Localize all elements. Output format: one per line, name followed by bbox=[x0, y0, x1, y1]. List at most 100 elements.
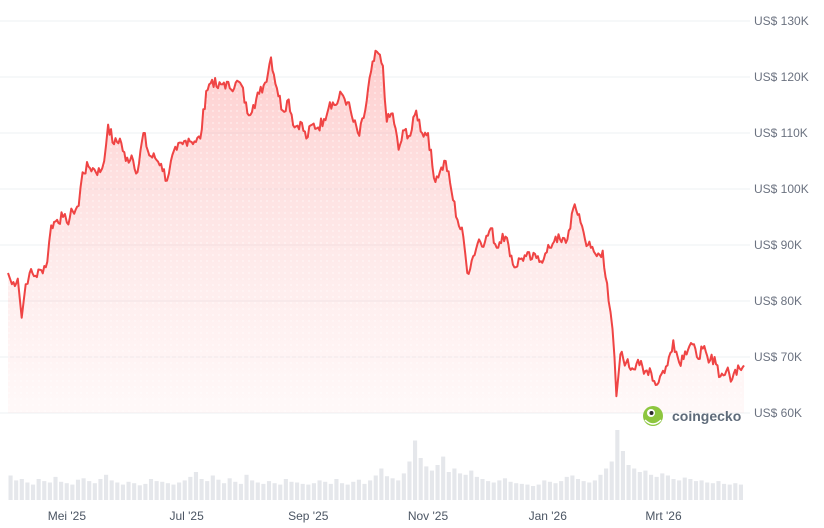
volume-bar bbox=[311, 483, 317, 500]
watermark-text: coingecko bbox=[672, 408, 741, 424]
volume-bars bbox=[8, 430, 743, 500]
volume-bar bbox=[665, 475, 670, 500]
x-tick-label: Jul '25 bbox=[169, 509, 204, 523]
volume-bar bbox=[497, 480, 502, 500]
volume-bar bbox=[738, 484, 743, 500]
volume-bar bbox=[502, 478, 508, 500]
volume-bar bbox=[238, 483, 243, 500]
volume-bar bbox=[570, 475, 575, 500]
volume-bar bbox=[300, 483, 305, 500]
volume-bar bbox=[626, 465, 631, 500]
volume-bar bbox=[323, 481, 328, 500]
volume-bar bbox=[384, 476, 390, 500]
volume-bar bbox=[334, 479, 339, 500]
volume-bar bbox=[362, 483, 367, 500]
volume-bar bbox=[368, 480, 373, 500]
volume-bar bbox=[677, 480, 682, 500]
volume-bar bbox=[542, 480, 547, 500]
volume-bar bbox=[463, 474, 468, 500]
volume-bar bbox=[604, 468, 609, 500]
volume-bar bbox=[351, 481, 356, 500]
y-tick-label: US$ 80K bbox=[754, 294, 802, 308]
price-area-texture bbox=[8, 50, 744, 413]
x-tick-label: Sep '25 bbox=[288, 509, 329, 523]
gecko-logo-icon bbox=[643, 406, 663, 426]
volume-bar bbox=[660, 473, 665, 500]
coingecko-watermark: coingecko bbox=[643, 406, 741, 426]
volume-bar bbox=[345, 484, 350, 500]
volume-bar bbox=[59, 481, 64, 500]
volume-bar bbox=[356, 479, 361, 500]
volume-bar bbox=[193, 472, 199, 500]
volume-bar bbox=[278, 484, 283, 500]
volume-bar bbox=[87, 481, 92, 500]
volume-bar bbox=[81, 478, 86, 500]
volume-bar bbox=[261, 483, 266, 500]
volume-bar bbox=[373, 475, 378, 500]
volume-bar bbox=[671, 479, 676, 500]
volume-bar bbox=[216, 479, 221, 500]
y-tick-label: US$ 70K bbox=[754, 350, 802, 364]
volume-bar bbox=[693, 481, 699, 500]
volume-bar bbox=[401, 473, 406, 500]
volume-bar bbox=[491, 482, 496, 500]
x-tick-label: Nov '25 bbox=[408, 509, 449, 523]
y-axis-ticks: US$ 130K US$ 120K US$ 110K US$ 100K US$ 90K U… bbox=[754, 14, 809, 420]
volume-bar bbox=[688, 479, 693, 500]
volume-bar bbox=[722, 483, 727, 500]
volume-bar bbox=[648, 474, 654, 500]
y-tick-label: US$ 130K bbox=[754, 14, 809, 28]
volume-bar bbox=[165, 483, 170, 500]
volume-bar bbox=[115, 482, 120, 500]
volume-bar bbox=[637, 472, 642, 500]
volume-bar bbox=[435, 465, 440, 500]
volume-bar bbox=[699, 480, 704, 500]
y-tick-label: US$ 100K bbox=[754, 182, 809, 196]
volume-bar bbox=[210, 475, 215, 500]
volume-bar bbox=[148, 479, 154, 500]
volume-bar bbox=[424, 466, 429, 500]
volume-bar bbox=[328, 483, 333, 500]
volume-bar bbox=[19, 479, 24, 500]
volume-bar bbox=[233, 481, 238, 500]
volume-bar bbox=[609, 461, 614, 500]
volume-bar bbox=[70, 484, 75, 500]
volume-bar bbox=[120, 484, 125, 500]
volume-bar bbox=[446, 472, 451, 500]
volume-bar bbox=[531, 486, 536, 500]
x-axis-ticks: Mei '25 Jul '25 Sep '25 Nov '25 Jan '26 Mrt '… bbox=[48, 509, 682, 523]
volume-bar bbox=[306, 484, 311, 500]
volume-bar bbox=[317, 480, 322, 500]
volume-bar bbox=[654, 476, 659, 500]
volume-bar bbox=[244, 474, 249, 500]
volume-bar bbox=[266, 481, 272, 500]
volume-bar bbox=[407, 461, 412, 500]
x-tick-label: Mrt '26 bbox=[645, 509, 682, 523]
volume-bar bbox=[396, 480, 401, 500]
volume-bar bbox=[47, 482, 52, 500]
volume-bar bbox=[716, 481, 721, 500]
volume-bar bbox=[452, 468, 457, 500]
volume-bar bbox=[289, 481, 294, 500]
volume-bar bbox=[519, 483, 524, 500]
volume-bar bbox=[480, 479, 485, 500]
volume-bar bbox=[8, 475, 13, 500]
volume-bar bbox=[250, 480, 255, 500]
price-area-layer bbox=[7, 49, 745, 413]
volume-bar bbox=[390, 478, 395, 500]
volume-bar bbox=[620, 451, 626, 500]
volume-bar bbox=[221, 483, 227, 500]
volume-bar bbox=[132, 483, 137, 500]
volume-bar bbox=[564, 476, 569, 500]
volume-bar bbox=[283, 479, 288, 500]
volume-bar bbox=[199, 479, 204, 500]
volume-bar bbox=[643, 470, 648, 500]
volume-bar bbox=[525, 484, 530, 500]
volume-bar bbox=[429, 470, 434, 500]
volume-bar bbox=[559, 481, 564, 500]
y-tick-label: US$ 120K bbox=[754, 70, 809, 84]
y-tick-label: US$ 90K bbox=[754, 238, 802, 252]
volume-bar bbox=[514, 483, 519, 500]
volume-bar bbox=[536, 484, 541, 500]
volume-bar bbox=[188, 476, 193, 500]
